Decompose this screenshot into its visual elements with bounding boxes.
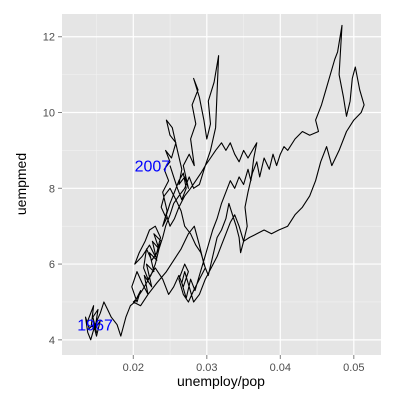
x-axis-title: unemploy/pop [177, 373, 265, 389]
year-annotation: 2007 [135, 159, 171, 176]
major-grid [62, 14, 381, 355]
plot-panel [62, 14, 381, 355]
y-tick-label: 6 [49, 259, 55, 271]
annotation-layer: 1967 2007 [77, 159, 170, 335]
y-tick-label: 12 [43, 32, 55, 44]
x-tick-label: 0.02 [123, 362, 144, 374]
y-axis: 4 6 8 10 12 [43, 32, 62, 347]
series-line [84, 24, 365, 341]
x-axis: 0.02 0.03 0.04 0.05 [123, 355, 365, 374]
x-tick-label: 0.05 [343, 362, 364, 374]
y-axis-title: uempmed [13, 153, 29, 215]
y-tick-label: 4 [49, 335, 55, 347]
x-tick-label: 0.03 [196, 362, 217, 374]
series-layer [84, 24, 365, 341]
year-annotation: 1967 [77, 318, 113, 335]
y-tick-label: 10 [43, 108, 55, 120]
y-tick-label: 8 [49, 183, 55, 195]
x-tick-label: 0.04 [270, 362, 291, 374]
